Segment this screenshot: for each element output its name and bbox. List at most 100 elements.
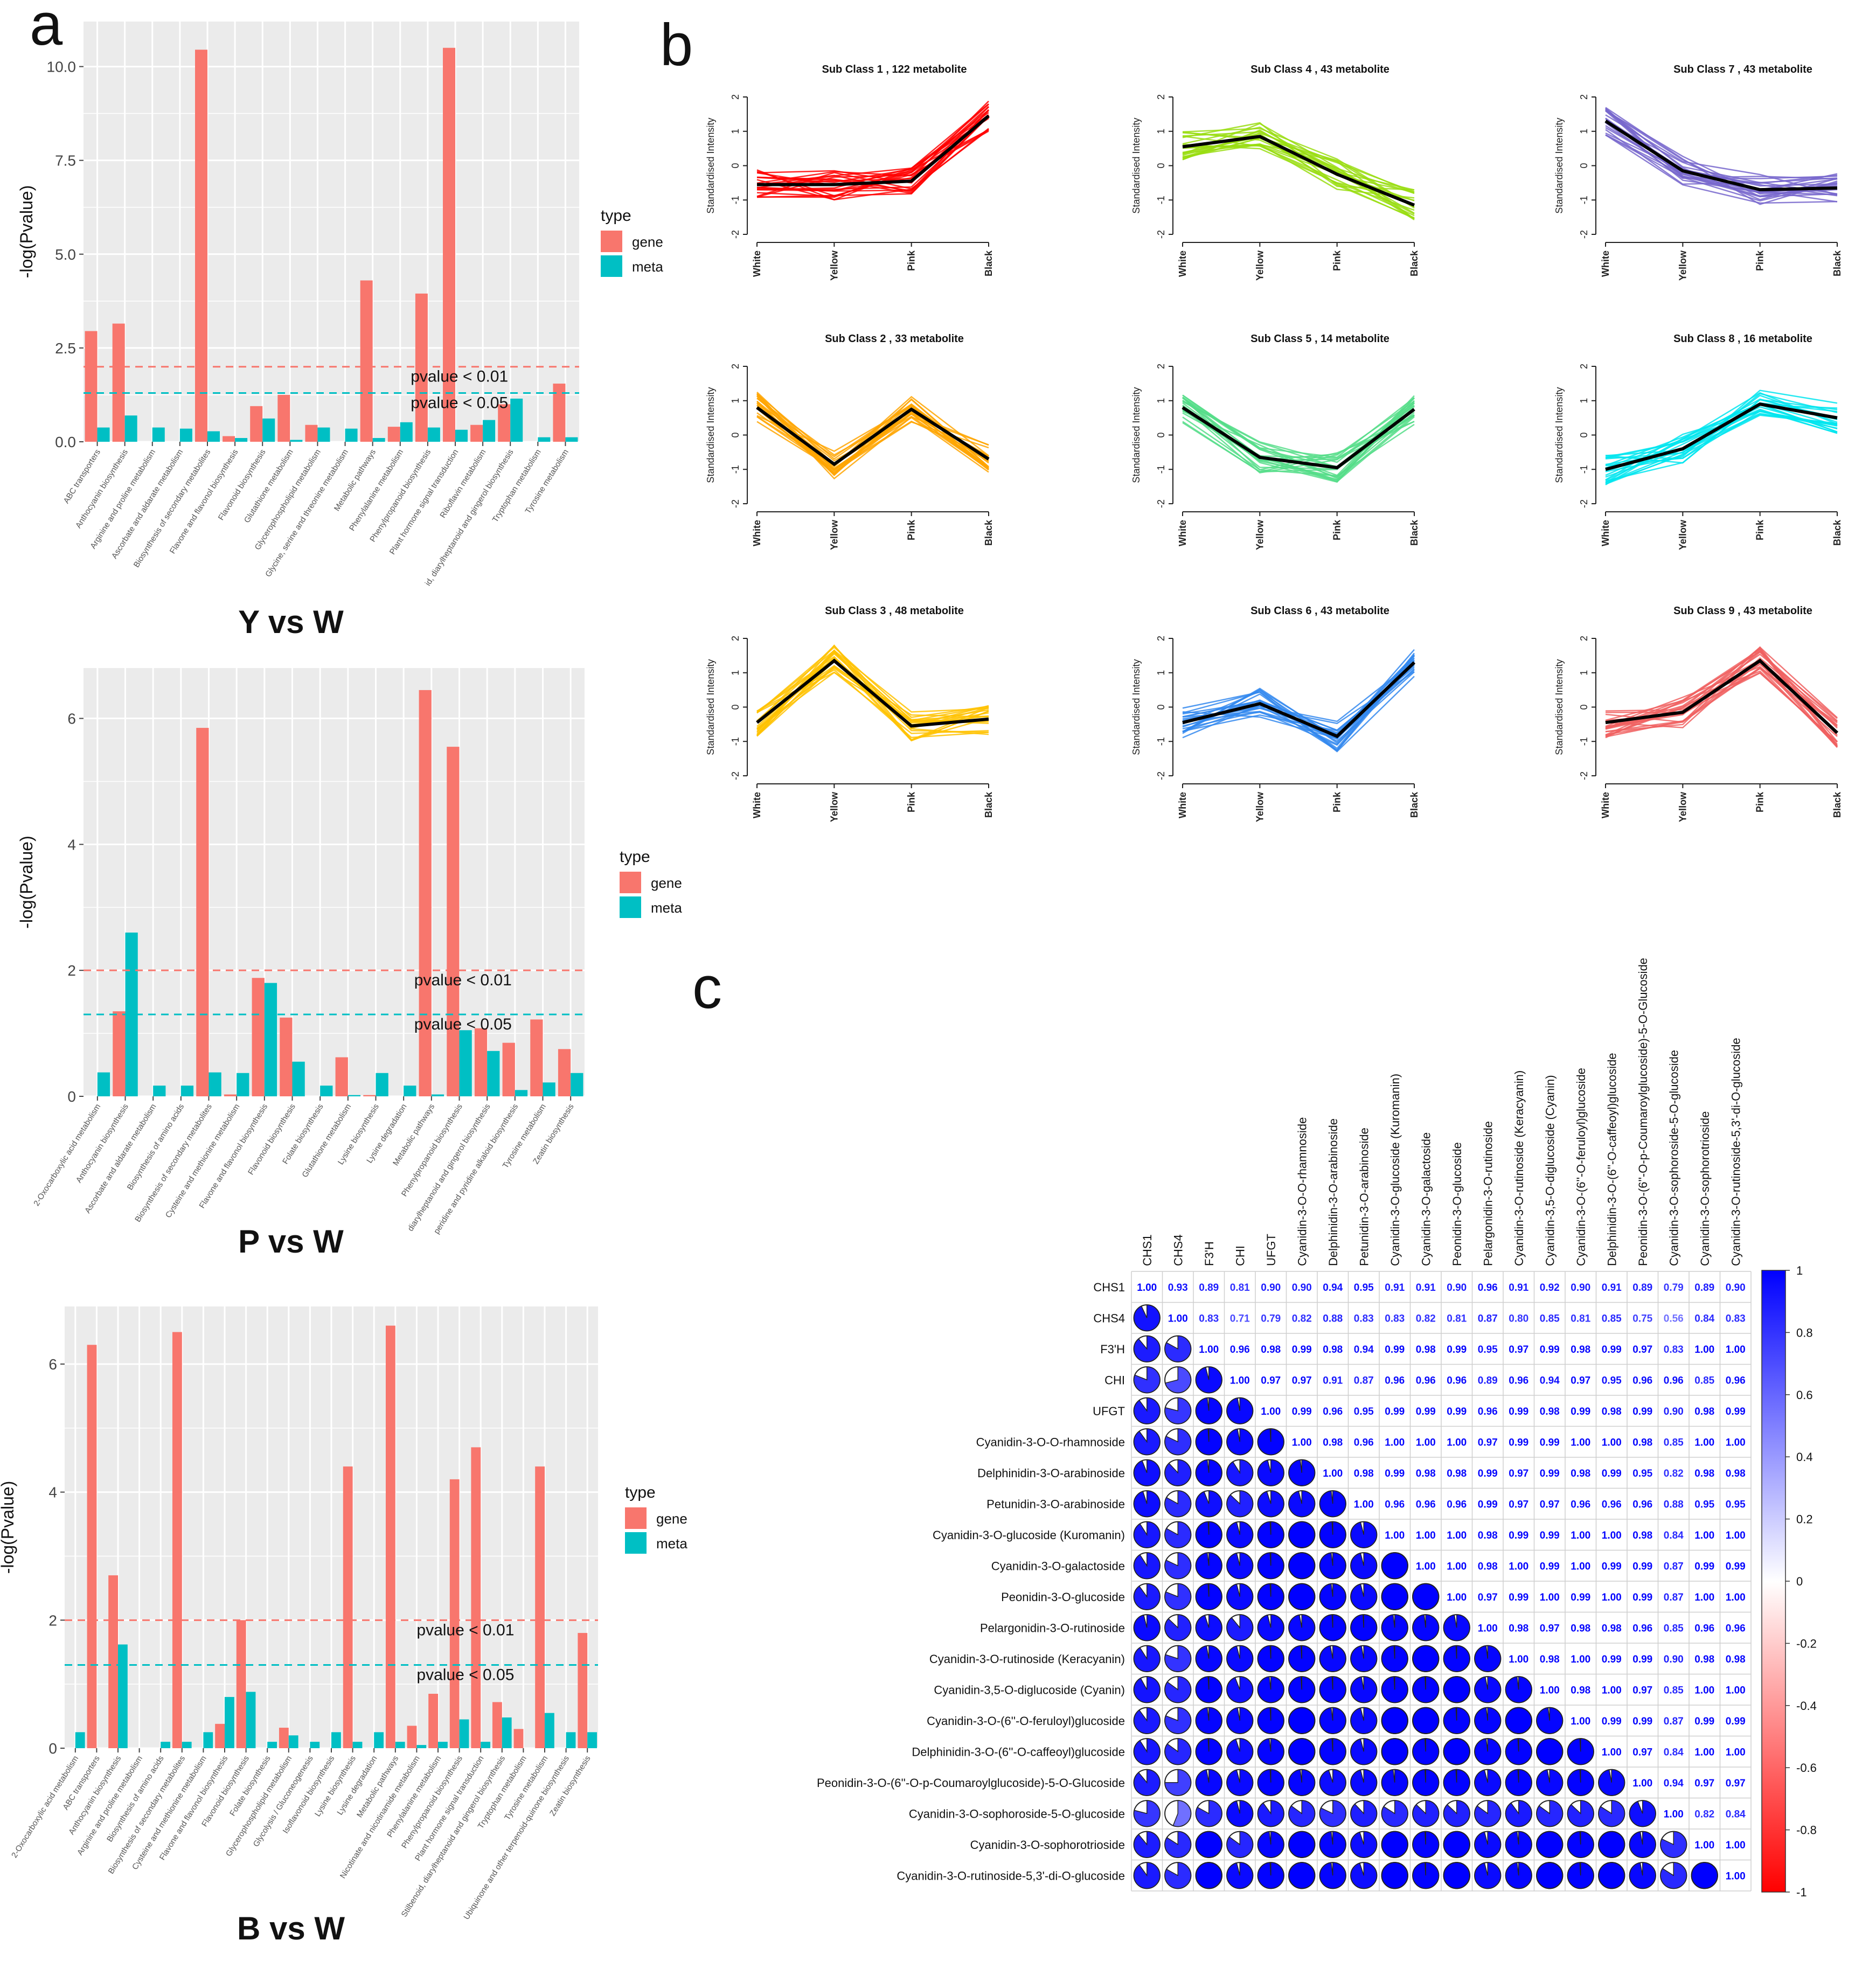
bar-gene-5 [223, 436, 235, 442]
profile-line [1605, 666, 1838, 737]
corr-pie [1443, 1645, 1470, 1672]
corr-pie [1350, 1800, 1378, 1827]
profile-line [1182, 659, 1415, 752]
corr-pie [1629, 1862, 1656, 1889]
corr-pie [1412, 1800, 1440, 1827]
corr-value: 0.96 [1447, 1375, 1467, 1386]
column-label: Cyanidin-3-O-sophoroside-5-O-glucoside [1667, 1050, 1680, 1266]
colorbar-tick-label: -0.8 [1796, 1824, 1817, 1837]
corr-pie [1381, 1769, 1408, 1796]
corr-value: 0.98 [1478, 1530, 1498, 1541]
y-tick-label: -2 [730, 771, 741, 780]
x-tick-label: White [752, 520, 762, 546]
row-label: Cyanidin-3-O-sophoroside-5-O-glucoside [909, 1807, 1125, 1820]
corr-value: 0.99 [1385, 1344, 1405, 1355]
corr-value: 1.00 [1540, 1685, 1560, 1696]
corr-value: 0.90 [1571, 1282, 1590, 1294]
bar-meta-11 [404, 1086, 416, 1096]
corr-pie [1226, 1583, 1254, 1610]
corr-value: 1.00 [1385, 1530, 1405, 1541]
corr-pie [1164, 1490, 1192, 1518]
mean-line [1605, 402, 1838, 471]
bar-meta-17 [565, 437, 578, 442]
corr-value: 0.90 [1447, 1282, 1467, 1294]
corr-value: 0.97 [1509, 1499, 1528, 1510]
column-label: CHS1 [1141, 1234, 1154, 1266]
corr-pie [1195, 1552, 1222, 1580]
bar-meta-3 [180, 1086, 194, 1096]
y-axis-label: -log(Pvalue) [17, 836, 36, 929]
bar-gene-17 [553, 384, 566, 442]
y-tick-label: 2 [1156, 94, 1166, 100]
x-tick-label: Flavonoid biosynthesis [246, 1102, 297, 1177]
corr-pie [1319, 1645, 1346, 1672]
y-tick-label: -2 [1579, 230, 1589, 239]
colorbar-tick-label: 0.8 [1796, 1326, 1813, 1339]
corr-pie [1288, 1552, 1316, 1580]
corr-pie [1660, 1831, 1687, 1858]
row-label: Cyanidin-3,5-O-diglucoside (Cyanin) [934, 1683, 1125, 1696]
column-label: UFGT [1264, 1234, 1278, 1266]
subclass-plot-9: Sub Class 9 , 43 metabolite -2 -1 0 1 2 Standa… [1554, 605, 1843, 822]
corr-pie [1133, 1552, 1161, 1580]
profile-line [1182, 143, 1415, 201]
corr-value: 0.75 [1632, 1313, 1652, 1324]
row-label: Cyanidin-3-O-sophorotrioside [970, 1838, 1125, 1852]
corr-value: 1.00 [1726, 1747, 1746, 1758]
corr-value: 1.00 [1571, 1530, 1590, 1541]
legend-label-gene: gene [651, 875, 682, 891]
corr-value: 1.00 [1137, 1282, 1157, 1294]
corr-value: 0.96 [1571, 1499, 1590, 1510]
bar-meta-12 [427, 427, 440, 442]
corr-pie [1164, 1676, 1192, 1703]
corr-value: 1.00 [1602, 1685, 1622, 1696]
corr-value: 0.96 [1726, 1623, 1746, 1634]
profile-line [1605, 657, 1838, 728]
y-tick-label: 10.0 [47, 59, 77, 75]
mean-line [1182, 406, 1415, 470]
corr-value: 0.99 [1478, 1499, 1498, 1510]
corr-value: 0.91 [1385, 1282, 1405, 1294]
bar-meta-8 [317, 427, 330, 442]
corr-pie [1195, 1366, 1222, 1394]
profile-line [1182, 123, 1415, 219]
corr-value: 0.99 [1292, 1406, 1312, 1417]
corr-value: 0.94 [1354, 1344, 1374, 1355]
corr-pie [1226, 1521, 1254, 1548]
y-tick-label: -1 [1579, 737, 1589, 746]
x-tick-label: Yellow [1677, 250, 1688, 281]
y-tick-label: 0 [1579, 432, 1589, 437]
corr-value: 0.96 [1416, 1499, 1436, 1510]
corr-value: 0.98 [1323, 1344, 1343, 1355]
y-axis-label: Standardised Intensity [1131, 387, 1142, 483]
corr-value: 0.99 [1602, 1654, 1622, 1665]
corr-value: 0.98 [1602, 1623, 1622, 1634]
subclass-title: Sub Class 6 , 43 metabolite [1250, 605, 1389, 617]
corr-pie [1412, 1614, 1440, 1642]
corr-pie [1598, 1831, 1625, 1858]
x-tick-label: Nicotinate and nicotinamide metabolism [338, 1754, 422, 1880]
y-tick-label: -2 [730, 499, 741, 508]
y-tick-label: 4 [67, 836, 76, 853]
x-tick-label: Yellow [829, 250, 839, 281]
bar-meta-23 [566, 1732, 576, 1748]
bar-meta-8 [320, 1086, 333, 1096]
corr-pie [1195, 1614, 1222, 1642]
corr-pie [1226, 1552, 1254, 1580]
bar-gene-19 [471, 1447, 481, 1748]
corr-value: 0.96 [1602, 1499, 1622, 1510]
corr-pie [1195, 1738, 1222, 1765]
corr-value: 0.87 [1664, 1716, 1684, 1727]
x-tick-label: Pink [1755, 250, 1766, 271]
x-tick-label: Zeatin biosynthesis [548, 1754, 592, 1818]
corr-value: 1.00 [1168, 1313, 1188, 1324]
subclass-title: Sub Class 2 , 33 metabolite [825, 333, 964, 345]
corr-value: 0.96 [1632, 1499, 1652, 1510]
bar-gene-6 [252, 978, 265, 1096]
corr-pie [1195, 1707, 1222, 1734]
x-tick-label: Pink [1755, 791, 1766, 812]
corr-value: 1.00 [1694, 1344, 1714, 1355]
legend-swatch-meta [625, 1532, 647, 1554]
corr-value: 1.00 [1292, 1437, 1312, 1448]
corr-value: 0.79 [1261, 1313, 1281, 1324]
